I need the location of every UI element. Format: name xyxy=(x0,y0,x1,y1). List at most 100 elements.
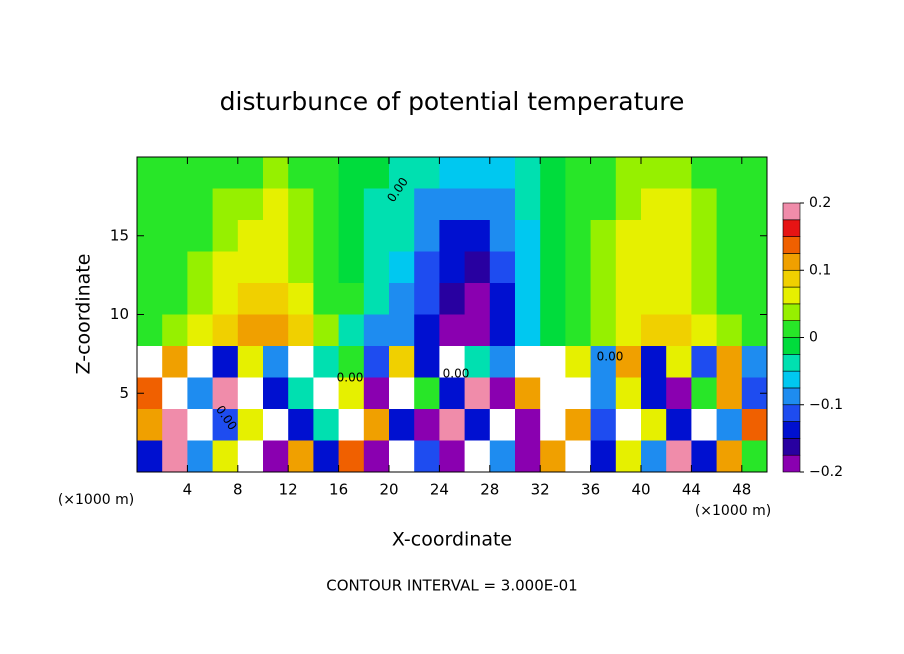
heat-cell xyxy=(414,440,440,473)
heat-cell xyxy=(464,377,491,410)
chart-title: disturbunce of potential temperature xyxy=(220,87,685,116)
heat-cell xyxy=(464,220,491,252)
heat-cell xyxy=(691,220,718,252)
heat-cell xyxy=(288,314,314,347)
heat-cell xyxy=(313,314,340,347)
heat-cell xyxy=(741,440,768,473)
heat-cell xyxy=(263,220,289,252)
heat-cell xyxy=(489,440,516,473)
heat-cell xyxy=(666,220,692,252)
heat-cell xyxy=(187,157,214,189)
colorbar-box xyxy=(782,286,801,305)
heat-cell xyxy=(489,251,516,284)
heat-cell xyxy=(389,314,415,347)
heat-cell xyxy=(716,251,743,284)
heat-cell xyxy=(137,188,163,221)
heat-cell xyxy=(515,220,541,252)
heat-cell xyxy=(540,251,566,284)
heat-cell xyxy=(237,188,264,221)
heat-cell xyxy=(389,440,415,473)
heat-cell xyxy=(691,346,718,378)
heat-cell xyxy=(162,188,188,221)
heat-cell xyxy=(237,409,264,441)
heat-cell xyxy=(464,251,491,284)
heat-cell xyxy=(565,377,592,410)
y-tick-label: 15 xyxy=(110,226,129,244)
heat-cell xyxy=(313,157,340,189)
heat-cell xyxy=(590,409,617,441)
heat-cell xyxy=(414,251,440,284)
x-tick-label: 48 xyxy=(732,481,751,499)
heat-cell xyxy=(464,188,491,221)
heat-cell xyxy=(641,409,667,441)
heat-cell xyxy=(363,188,390,221)
colorbar-box xyxy=(782,354,801,372)
colorbar-box xyxy=(782,404,801,422)
heat-cell xyxy=(615,251,642,284)
heat-cell xyxy=(515,157,541,189)
heat-cell xyxy=(263,283,289,315)
heat-cell xyxy=(489,188,516,221)
heat-cell xyxy=(137,440,163,473)
heat-cell xyxy=(540,409,566,441)
heat-cell xyxy=(641,314,667,347)
footer-note: CONTOUR INTERVAL = 3.000E-01 xyxy=(326,577,577,595)
heat-cell xyxy=(489,346,516,378)
heat-cell xyxy=(439,346,466,378)
colorbar-box xyxy=(782,337,801,355)
heat-cell xyxy=(489,157,516,189)
heat-cell xyxy=(565,314,592,347)
heat-cell xyxy=(565,157,592,189)
heat-cell xyxy=(716,377,743,410)
heat-cell xyxy=(187,188,214,221)
heat-cell xyxy=(716,220,743,252)
heat-cell xyxy=(464,346,491,378)
heat-cell xyxy=(590,283,617,315)
heat-cell xyxy=(414,377,440,410)
heat-cell xyxy=(313,440,340,473)
heat-cell xyxy=(515,251,541,284)
heat-cell xyxy=(338,409,365,441)
heat-cell xyxy=(162,220,188,252)
heat-cell xyxy=(137,251,163,284)
x-tick-label: 28 xyxy=(480,481,499,499)
heat-cell xyxy=(464,409,491,441)
x-tick-label: 24 xyxy=(430,481,449,499)
colorbar-box xyxy=(782,202,801,221)
heat-cell xyxy=(363,283,390,315)
colorbar-box xyxy=(782,236,801,254)
heat-cell xyxy=(590,251,617,284)
heat-cell xyxy=(389,283,415,315)
y-axis-label: Z-coordinate xyxy=(73,254,95,375)
heat-cell xyxy=(338,220,365,252)
heat-cell xyxy=(288,409,314,441)
heat-cell xyxy=(414,409,440,441)
heat-cell xyxy=(363,409,390,441)
heat-cell xyxy=(162,314,188,347)
x-tick-label: 20 xyxy=(379,481,398,499)
heat-cell xyxy=(313,283,340,315)
heat-cell xyxy=(389,220,415,252)
heat-cell xyxy=(666,440,692,473)
heat-cell xyxy=(263,346,289,378)
colorbar-tick-label: 0.2 xyxy=(809,195,831,211)
heat-cell xyxy=(666,157,692,189)
heat-cell xyxy=(439,188,466,221)
x-tick-label: 40 xyxy=(631,481,650,499)
heat-cell xyxy=(338,157,365,189)
heat-cell xyxy=(414,346,440,378)
heat-cell xyxy=(338,188,365,221)
heat-cell xyxy=(389,409,415,441)
heat-cell xyxy=(288,251,314,284)
heat-cell xyxy=(288,440,314,473)
heat-cell xyxy=(590,188,617,221)
heat-cell xyxy=(237,157,264,189)
heat-cell xyxy=(338,251,365,284)
heat-cell xyxy=(288,283,314,315)
x-tick-label: 32 xyxy=(531,481,550,499)
heat-cell xyxy=(313,377,340,410)
heat-cell xyxy=(615,440,642,473)
heat-cell xyxy=(162,377,188,410)
heat-cell xyxy=(288,188,314,221)
heat-cell xyxy=(641,377,667,410)
